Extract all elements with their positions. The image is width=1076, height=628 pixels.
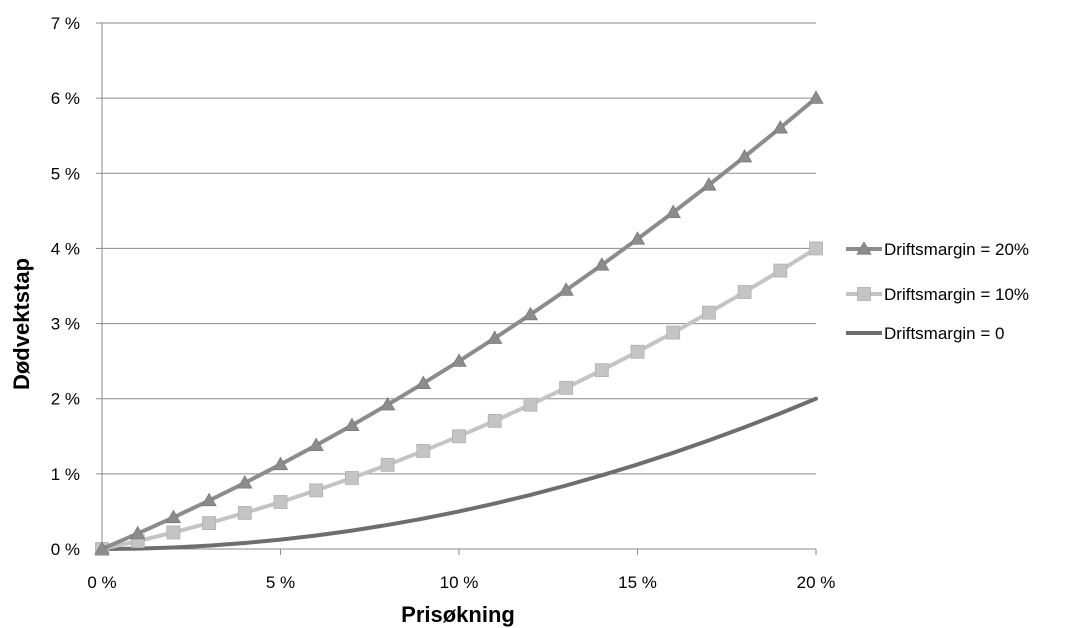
tick-labels: 0 % 1 % 2 % 3 % 4 % 5 % 6 % 7 % 0 % 5 % 10 % 15 % 20… <box>51 14 836 592</box>
legend-marker <box>856 241 872 255</box>
data-point <box>309 483 324 498</box>
data-point <box>272 456 289 471</box>
data-point <box>237 506 252 520</box>
y-tick-label: 4 % <box>51 239 80 258</box>
data-point <box>702 305 716 320</box>
data-point <box>559 380 573 395</box>
data-point <box>522 306 539 321</box>
legend: Driftsmargin = 20% Driftsmargin = 10% Drif… <box>846 240 1029 343</box>
y-tick-label: 7 % <box>51 14 80 33</box>
data-point <box>165 509 182 524</box>
x-tick-label: 5 % <box>266 573 295 592</box>
data-point <box>773 263 788 278</box>
y-tick-label: 1 % <box>51 465 80 484</box>
data-series <box>94 90 824 556</box>
data-point <box>344 471 359 485</box>
axes <box>96 22 817 555</box>
data-point <box>666 325 681 340</box>
x-axis-title: Prisøkning <box>401 602 515 627</box>
data-point <box>594 363 609 378</box>
data-point <box>452 429 466 444</box>
y-tick-label: 3 % <box>51 315 80 334</box>
data-point <box>736 148 753 163</box>
gridlines <box>102 22 816 475</box>
legend-label: Driftsmargin = 10% <box>884 285 1029 304</box>
legend-label: Driftsmargin = 0 <box>884 324 1004 343</box>
data-point <box>809 241 823 256</box>
data-point <box>487 330 503 344</box>
data-point <box>558 282 574 296</box>
data-point <box>737 285 752 299</box>
data-point <box>202 516 217 530</box>
data-point <box>379 396 396 411</box>
data-point <box>487 413 502 428</box>
data-point <box>130 525 146 540</box>
x-tick-label: 10 % <box>440 573 479 592</box>
legend-label: Driftsmargin = 20% <box>884 240 1029 259</box>
y-tick-label: 6 % <box>51 89 80 108</box>
data-point <box>629 231 646 245</box>
data-point <box>166 525 181 540</box>
data-point <box>237 475 253 489</box>
data-point <box>94 541 110 555</box>
y-tick-label: 0 % <box>51 540 80 559</box>
data-point <box>808 90 824 104</box>
x-tick-label: 20 % <box>797 573 836 592</box>
data-point <box>416 444 431 458</box>
y-tick-label: 5 % <box>51 164 80 183</box>
data-point <box>772 120 788 134</box>
data-point <box>308 437 324 451</box>
data-point <box>201 492 217 507</box>
y-tick-label: 2 % <box>51 390 80 409</box>
data-point <box>380 457 395 472</box>
data-point <box>630 344 645 359</box>
data-point <box>701 177 717 191</box>
legend-marker <box>857 287 871 301</box>
x-tick-label: 15 % <box>618 573 657 592</box>
data-point <box>415 375 431 389</box>
data-point <box>273 495 288 509</box>
data-point <box>451 353 467 367</box>
y-axis-title: Dødvektstap <box>9 258 34 390</box>
series-line-3 <box>100 396 818 551</box>
data-point <box>523 397 538 412</box>
data-point <box>594 257 610 271</box>
x-tick-label: 0 % <box>87 573 116 592</box>
data-point <box>665 204 681 219</box>
data-point <box>344 417 360 432</box>
